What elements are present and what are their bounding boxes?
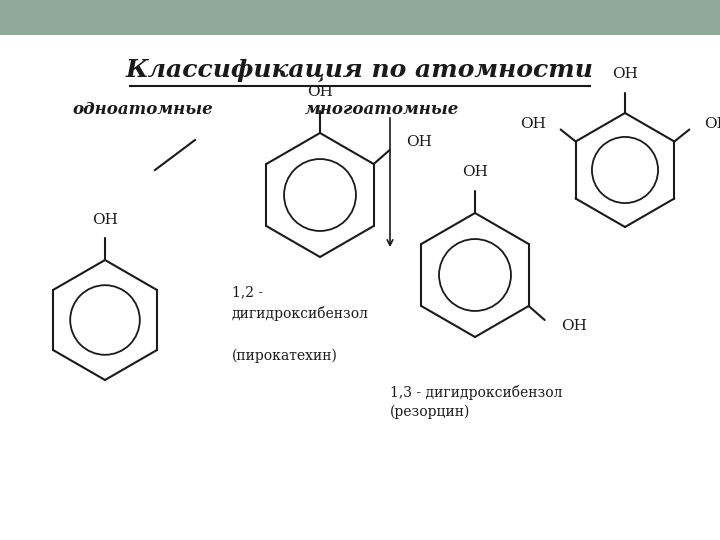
- Text: OH: OH: [704, 117, 720, 131]
- Text: OH: OH: [462, 165, 488, 179]
- Text: OH: OH: [561, 319, 587, 333]
- Text: одноатомные: одноатомные: [72, 102, 212, 118]
- Bar: [0, 0, 720, 35]
- Text: OH: OH: [92, 213, 118, 227]
- Text: OH: OH: [307, 85, 333, 99]
- Text: OH: OH: [405, 135, 431, 149]
- Text: Классификация по атомности: Классификация по атомности: [126, 58, 594, 82]
- Text: многоатомные: многоатомные: [305, 102, 459, 118]
- Text: 1,3 - дигидроксибензол
(резорцин): 1,3 - дигидроксибензол (резорцин): [390, 385, 562, 419]
- Text: 1,2 -
дигидроксибензол

(пирокатехин): 1,2 - дигидроксибензол (пирокатехин): [232, 285, 369, 363]
- Text: OH: OH: [520, 117, 546, 131]
- Text: OH: OH: [612, 67, 638, 81]
